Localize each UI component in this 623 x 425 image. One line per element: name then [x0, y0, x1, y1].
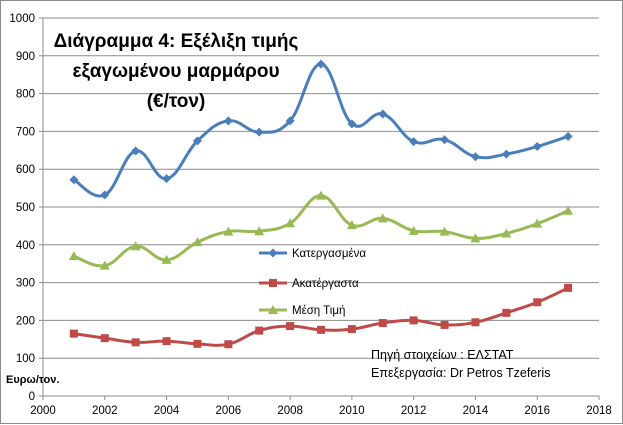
data-point — [347, 325, 356, 334]
chart-title-line-2: εξαγωμένου μαρμάρου — [72, 61, 279, 82]
data-point — [502, 308, 511, 317]
data-point — [131, 146, 141, 156]
source-note: Πηγή στοιχείων : ΕΛΣΤΑΤ — [371, 348, 514, 362]
data-point — [192, 237, 203, 247]
legend-label: Μέση Τιμή — [292, 305, 345, 317]
data-point — [192, 136, 202, 146]
x-tick-label: 2006 — [216, 405, 242, 417]
x-tick-label: 2002 — [92, 405, 118, 417]
legend-item: Μέση Τιμή — [259, 305, 345, 317]
y-tick-label: 500 — [16, 202, 35, 214]
data-point — [131, 338, 140, 347]
x-tick-label: 2004 — [154, 405, 180, 417]
chart-title: Διάγραμμα 4: Εξέλιξη τιμής εξαγωμένου μα… — [54, 31, 299, 112]
data-point — [532, 142, 542, 152]
data-point — [564, 283, 573, 292]
series-2 — [69, 283, 573, 349]
data-point — [285, 116, 295, 126]
data-point — [100, 334, 109, 343]
data-point — [501, 149, 511, 159]
data-point — [69, 175, 79, 185]
series-1 — [69, 59, 573, 200]
data-point — [223, 116, 233, 126]
series-line — [73, 62, 569, 198]
data-point — [440, 135, 450, 145]
data-point — [439, 226, 450, 236]
data-point — [471, 318, 480, 327]
y-tick-label: 800 — [16, 89, 35, 101]
y-tick-label: 600 — [16, 164, 35, 176]
data-point — [193, 339, 202, 348]
data-point — [99, 260, 110, 270]
data-point — [316, 59, 326, 69]
data-point — [532, 218, 543, 228]
y-tick-label: 100 — [16, 353, 35, 365]
source-notes: Πηγή στοιχείων : ΕΛΣΤΑΤ Επεξεργασία: Dr … — [371, 348, 550, 380]
y-tick-label: 200 — [16, 315, 35, 327]
data-point — [378, 109, 388, 119]
data-point — [255, 326, 264, 335]
x-tick-label: 2010 — [339, 405, 365, 417]
y-tick-label: 700 — [16, 126, 35, 138]
y-tick-label: 1000 — [9, 13, 35, 25]
x-tick-label: 2018 — [586, 405, 612, 417]
data-point — [563, 131, 573, 141]
legend-marker — [269, 279, 277, 287]
data-point — [162, 337, 171, 346]
y-tick-label: 0 — [29, 391, 35, 403]
chart-title-line-1: Διάγραμμα 4: Εξέλιξη τιμής — [54, 31, 299, 52]
x-tick-label: 2008 — [277, 405, 303, 417]
data-point — [69, 329, 78, 338]
legend-label: Κατεργασμένα — [292, 248, 366, 260]
data-point — [378, 319, 387, 328]
legend-marker — [268, 248, 278, 258]
legend-item: Ακατέργαστα — [259, 278, 359, 290]
legend-item: Κατεργασμένα — [259, 248, 366, 260]
data-point — [408, 225, 419, 235]
data-point — [223, 226, 234, 236]
x-tick-label: 2016 — [524, 405, 550, 417]
data-point — [317, 325, 325, 334]
y-tick-label: 300 — [16, 278, 35, 290]
data-point — [224, 340, 233, 349]
data-point — [470, 152, 480, 162]
data-point — [68, 251, 79, 261]
y-tick-label: 900 — [16, 51, 35, 63]
x-tick-label: 2012 — [401, 405, 427, 417]
series-lines — [68, 59, 574, 349]
series-3 — [68, 190, 574, 270]
y-tick-label: 400 — [16, 240, 35, 252]
data-point — [409, 316, 418, 325]
data-point — [346, 220, 357, 230]
data-point — [316, 190, 326, 200]
data-point — [409, 137, 419, 147]
data-point — [563, 205, 574, 215]
x-tick-label: 2000 — [30, 405, 56, 417]
processing-note: Επεξεργασία: Dr Petros Tzeferis — [371, 366, 550, 380]
data-point — [470, 233, 481, 243]
data-point — [440, 320, 449, 329]
legend-marker — [268, 305, 278, 314]
chart-title-line-3: (€/τον) — [147, 91, 206, 112]
data-point — [254, 127, 264, 137]
data-point — [347, 119, 357, 129]
data-point — [501, 228, 512, 238]
data-point — [533, 298, 542, 307]
legend-label: Ακατέργαστα — [292, 278, 359, 290]
data-point — [286, 322, 295, 331]
data-point — [254, 226, 265, 236]
data-point — [161, 254, 172, 264]
axes: 0 100 200 300 400 500 600 700 800 900 1000 2000 2002… — [9, 13, 611, 417]
data-point — [285, 218, 296, 228]
data-point — [162, 174, 172, 184]
data-point — [100, 190, 110, 200]
y-axis-unit-label: Ευρω/τον. — [6, 374, 59, 386]
legend: Κατεργασμένα Ακατέργαστα Μέση Τιμή — [259, 248, 366, 317]
data-point — [377, 213, 388, 223]
data-point — [130, 241, 141, 251]
x-tick-label: 2014 — [463, 405, 489, 417]
